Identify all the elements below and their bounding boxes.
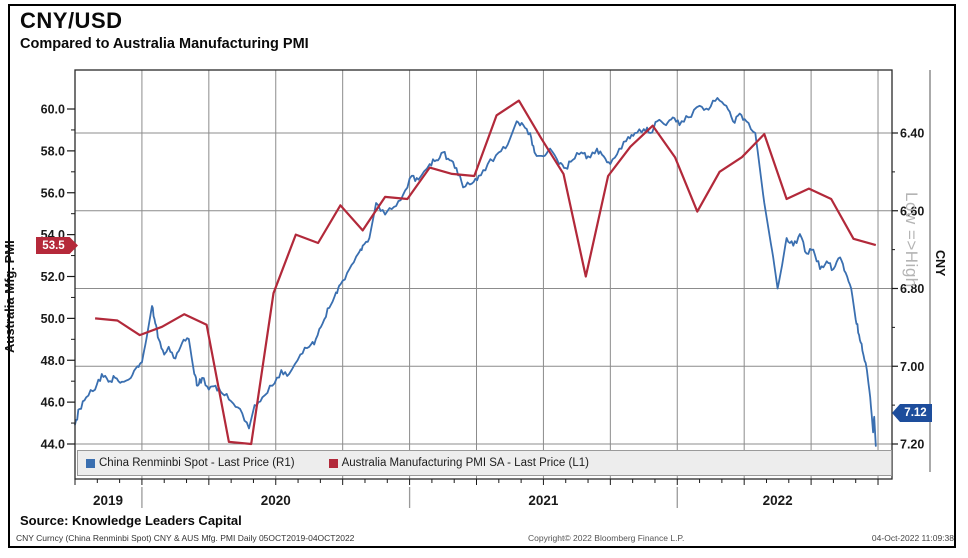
cny-series-swatch-icon	[86, 458, 95, 468]
svg-text:60.0: 60.0	[41, 103, 65, 117]
legend-item-pmi: Australia Manufacturing PMI SA - Last Pr…	[328, 457, 589, 469]
svg-text:2019: 2019	[93, 493, 123, 508]
svg-text:52.0: 52.0	[41, 270, 65, 284]
axis-direction-watermark: Low =>High	[902, 192, 921, 288]
svg-text:7.00: 7.00	[900, 360, 924, 374]
svg-text:6.40: 6.40	[900, 127, 924, 141]
svg-text:2020: 2020	[261, 493, 291, 508]
right-axis-title: CNY	[933, 250, 947, 277]
pmi-last-price-badge: 53.5	[36, 237, 78, 254]
svg-text:56.0: 56.0	[41, 186, 65, 200]
svg-text:7.20: 7.20	[900, 438, 924, 452]
pmi-series-swatch-icon	[328, 458, 338, 468]
svg-text:6.60: 6.60	[900, 204, 924, 218]
legend-label-cny: China Renminbi Spot - Last Price (R1)	[99, 457, 295, 469]
svg-text:6.80: 6.80	[900, 282, 924, 296]
svg-text:2021: 2021	[528, 493, 559, 508]
legend-label-pmi: Australia Manufacturing PMI SA - Last Pr…	[341, 457, 589, 469]
svg-text:58.0: 58.0	[41, 144, 65, 158]
svg-text:44.0: 44.0	[41, 438, 65, 452]
footer-ticker-note: CNY Curncy (China Renminbi Spot) CNY & A…	[16, 533, 355, 543]
cny-last-price-badge: 7.12	[892, 404, 932, 422]
svg-text:46.0: 46.0	[41, 396, 65, 410]
legend: China Renminbi Spot - Last Price (R1) Au…	[77, 450, 892, 476]
source-line: Source: Knowledge Leaders Capital	[20, 513, 242, 528]
legend-item-cny: China Renminbi Spot - Last Price (R1)	[86, 457, 295, 469]
footer-timestamp: 04-Oct-2022 11:09:38	[871, 533, 954, 543]
chart-subtitle: Compared to Australia Manufacturing PMI	[20, 36, 309, 52]
svg-text:50.0: 50.0	[41, 312, 65, 326]
left-axis-title: Australia Mfg. PMI	[2, 240, 17, 353]
footer-copyright: Copyright© 2022 Bloomberg Finance L.P.	[528, 533, 685, 543]
chart-title: CNY/USD	[20, 8, 123, 33]
svg-text:48.0: 48.0	[41, 354, 65, 368]
svg-text:2022: 2022	[763, 493, 793, 508]
